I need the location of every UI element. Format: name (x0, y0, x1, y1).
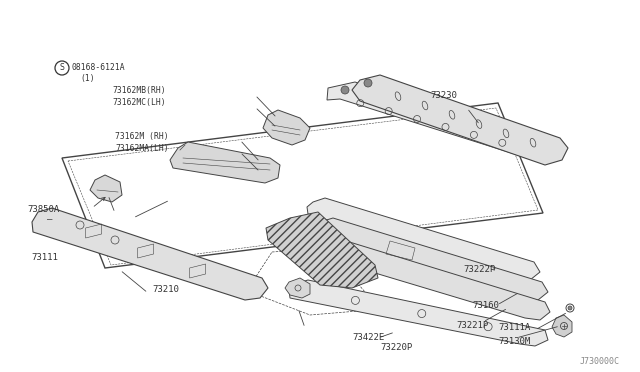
Circle shape (341, 86, 349, 94)
Polygon shape (324, 240, 550, 320)
Text: (1): (1) (80, 74, 95, 83)
Polygon shape (285, 278, 310, 298)
Text: 73422E: 73422E (352, 334, 384, 343)
Circle shape (364, 79, 372, 87)
Polygon shape (327, 82, 557, 163)
Polygon shape (289, 280, 548, 346)
Text: 73111: 73111 (31, 253, 58, 263)
Text: S: S (60, 64, 65, 73)
Text: 73162MA(LH): 73162MA(LH) (115, 144, 168, 153)
Text: —: — (47, 215, 52, 224)
Text: 73130M: 73130M (498, 337, 531, 346)
Polygon shape (552, 315, 572, 337)
Text: 73162MC(LH): 73162MC(LH) (112, 97, 166, 106)
Polygon shape (266, 212, 378, 288)
Polygon shape (314, 218, 548, 300)
Polygon shape (170, 142, 280, 183)
Text: 73210: 73210 (152, 285, 179, 295)
Text: 08168-6121A: 08168-6121A (72, 62, 125, 71)
Polygon shape (263, 110, 310, 145)
Polygon shape (307, 198, 540, 280)
Polygon shape (352, 75, 568, 165)
Text: 73111A: 73111A (498, 324, 531, 333)
Text: 73220P: 73220P (380, 343, 412, 352)
Circle shape (568, 306, 572, 310)
Text: J730000C: J730000C (580, 357, 620, 366)
Text: 73162M (RH): 73162M (RH) (115, 131, 168, 141)
Text: 73160: 73160 (472, 301, 499, 311)
Polygon shape (90, 175, 122, 202)
Text: 73162MB(RH): 73162MB(RH) (112, 86, 166, 94)
Text: 73230: 73230 (430, 90, 457, 99)
Text: 73221P: 73221P (456, 321, 488, 330)
Text: 73222P: 73222P (463, 266, 495, 275)
Polygon shape (32, 208, 268, 300)
Text: 73850A: 73850A (28, 205, 60, 215)
